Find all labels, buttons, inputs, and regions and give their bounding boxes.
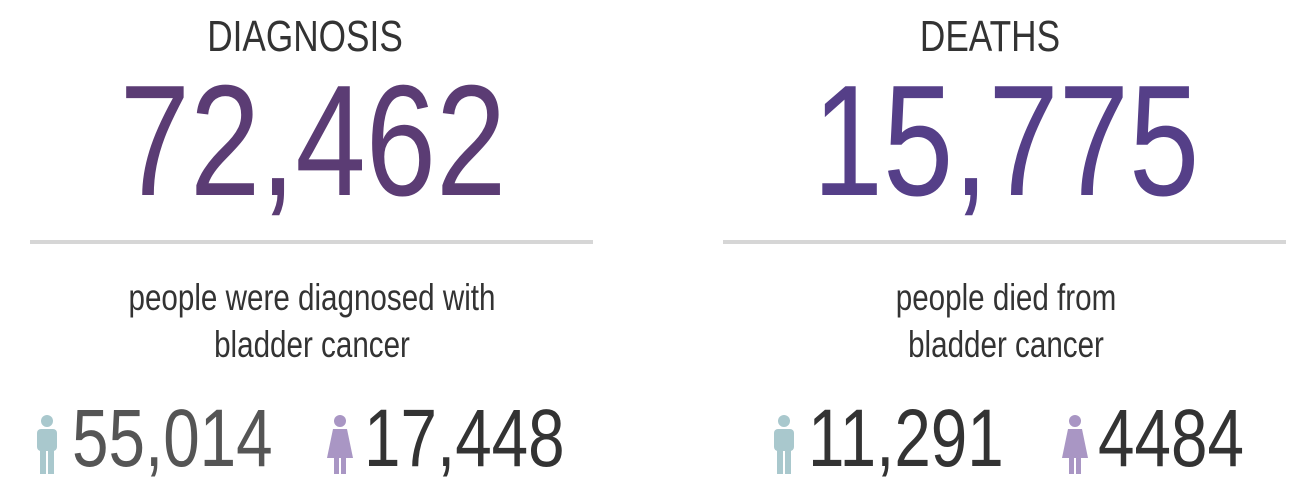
description-line: people died from (895, 277, 1117, 318)
male-count: 11,291 (808, 393, 1004, 484)
male-count: 55,014 (72, 393, 273, 484)
description-line: bladder cancer (214, 324, 410, 365)
male-icon (37, 415, 57, 474)
description: people were diagnosed with bladder cance… (129, 274, 496, 368)
female-icon (327, 415, 353, 474)
description: people died from bladder cancer (896, 274, 1117, 368)
headline-number: 15,775 (812, 53, 1200, 229)
female-icon (1062, 415, 1088, 474)
description-line: bladder cancer (908, 324, 1104, 365)
divider (723, 240, 1286, 244)
description-line: people were diagnosed with (128, 277, 496, 318)
divider (30, 240, 593, 244)
headline-number: 72,462 (119, 53, 507, 229)
panel-title: DEATHS (919, 12, 1061, 61)
female-count: 4484 (1098, 393, 1244, 484)
male-icon (774, 415, 794, 474)
female-count: 17,448 (364, 393, 565, 484)
panel-title: DIAGNOSIS (207, 12, 403, 61)
